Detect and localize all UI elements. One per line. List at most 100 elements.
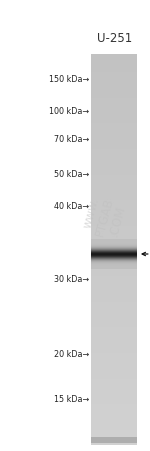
Bar [91, 401, 137, 403]
Bar [91, 395, 137, 396]
Bar [91, 386, 137, 387]
Bar [91, 224, 137, 226]
Bar [91, 357, 137, 359]
Bar [91, 138, 137, 140]
Text: U-251: U-251 [96, 32, 132, 45]
Bar [91, 360, 137, 362]
Bar [91, 76, 137, 78]
Bar [91, 251, 137, 252]
Bar [91, 423, 137, 425]
Bar [91, 370, 137, 372]
Text: www.
PTGAB
.COM: www. PTGAB .COM [79, 192, 129, 241]
Bar [91, 295, 137, 297]
Bar [91, 73, 137, 75]
Bar [91, 325, 137, 327]
Bar [91, 313, 137, 315]
Bar [91, 417, 137, 419]
Text: 70 kDa→: 70 kDa→ [54, 135, 89, 144]
Bar [91, 164, 137, 166]
Bar [91, 353, 137, 355]
Bar [91, 254, 137, 255]
Bar [91, 243, 137, 244]
Bar [91, 421, 137, 423]
Bar [91, 387, 137, 389]
Bar [91, 323, 137, 325]
Bar [91, 135, 137, 137]
Text: 40 kDa→: 40 kDa→ [54, 202, 89, 211]
Bar [91, 212, 137, 214]
Bar [91, 258, 137, 260]
Bar [91, 414, 137, 416]
Bar [91, 240, 137, 241]
Bar [91, 252, 137, 253]
Bar [91, 182, 137, 184]
Bar [91, 396, 137, 398]
Bar [91, 260, 137, 262]
Bar [91, 55, 137, 57]
Bar [91, 69, 137, 71]
Bar [91, 296, 137, 298]
Bar [91, 443, 137, 445]
Bar [91, 243, 137, 245]
Bar [91, 242, 137, 243]
Bar [91, 362, 137, 364]
Bar [91, 92, 137, 94]
Bar [91, 153, 137, 155]
Bar [91, 251, 137, 252]
Bar [91, 393, 137, 395]
Text: 20 kDa→: 20 kDa→ [54, 350, 89, 359]
Bar [91, 381, 137, 382]
Bar [91, 344, 137, 346]
Bar [91, 207, 137, 208]
Bar [91, 260, 137, 261]
Bar [91, 270, 137, 272]
Bar [91, 406, 137, 408]
Bar [91, 266, 137, 267]
Bar [91, 255, 137, 256]
Bar [91, 356, 137, 358]
Bar [91, 286, 137, 288]
Bar [91, 332, 137, 334]
Bar [91, 266, 137, 268]
Bar [91, 128, 137, 129]
Bar [91, 193, 137, 194]
Bar [91, 267, 137, 268]
Bar [91, 263, 137, 264]
Bar [91, 155, 137, 156]
Bar [91, 117, 137, 119]
Bar [91, 242, 137, 243]
Bar [91, 120, 137, 121]
Bar [91, 305, 137, 307]
Bar [91, 57, 137, 59]
Bar [91, 285, 137, 286]
Bar [91, 339, 137, 341]
Bar [91, 193, 137, 195]
Bar [91, 248, 137, 249]
Bar [91, 253, 137, 255]
Bar [91, 262, 137, 263]
Bar [91, 303, 137, 304]
Bar [91, 400, 137, 402]
Bar [91, 248, 137, 249]
Bar [91, 183, 137, 185]
Bar [91, 307, 137, 308]
Bar [91, 247, 137, 248]
Bar [91, 231, 137, 233]
Bar [91, 352, 137, 354]
Bar [91, 122, 137, 124]
Bar [91, 191, 137, 193]
Bar [91, 245, 137, 246]
Bar [91, 244, 137, 245]
Bar [91, 106, 137, 107]
Bar [91, 190, 137, 192]
Bar [91, 214, 137, 216]
Bar [91, 110, 137, 112]
Bar [91, 236, 137, 238]
Bar [91, 298, 137, 299]
Bar [91, 281, 137, 282]
Bar [91, 218, 137, 220]
Bar [91, 427, 137, 429]
Bar [91, 268, 137, 269]
Bar [91, 258, 137, 259]
Bar [91, 379, 137, 381]
